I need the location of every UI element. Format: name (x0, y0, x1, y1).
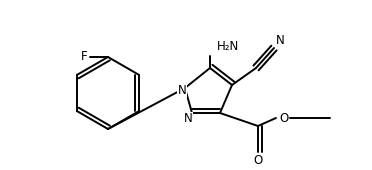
Text: H₂N: H₂N (217, 39, 239, 53)
Text: N: N (177, 84, 186, 98)
Text: O: O (279, 112, 289, 124)
Text: N: N (184, 113, 192, 125)
Text: F: F (81, 50, 87, 64)
Text: N: N (276, 33, 284, 47)
Text: O: O (253, 154, 263, 166)
